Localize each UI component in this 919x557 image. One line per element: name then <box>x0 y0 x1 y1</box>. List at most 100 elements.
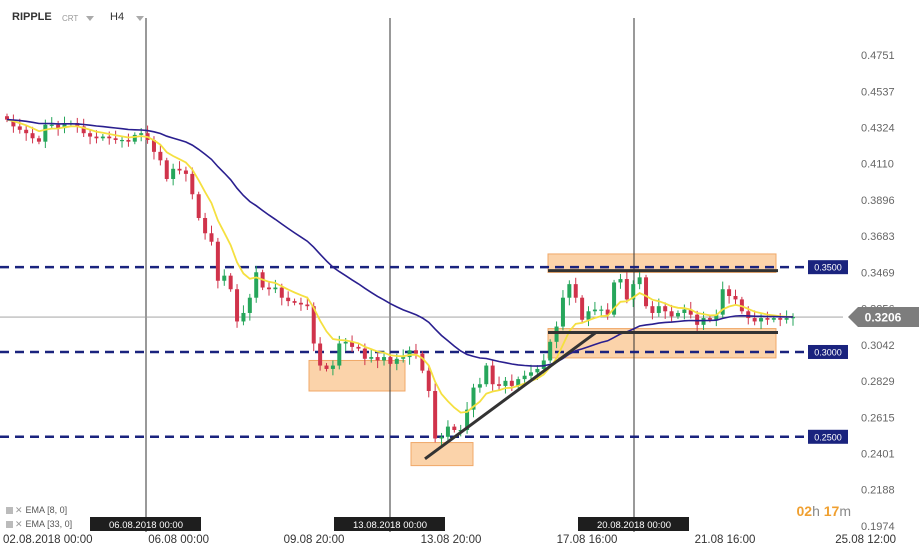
candle-body <box>356 346 361 349</box>
candle-body <box>771 318 776 320</box>
candle-body <box>471 387 476 410</box>
candle-body <box>254 272 259 298</box>
candle-body <box>190 173 195 195</box>
candle-body <box>490 365 495 385</box>
timeframe[interactable]: H4 <box>110 11 125 23</box>
date-tag-bg <box>90 517 201 531</box>
x-tick-label: 06.08 00:00 <box>148 534 209 546</box>
candle-body <box>151 139 156 152</box>
candle-body <box>75 123 80 127</box>
candle-body <box>541 360 546 369</box>
candle-body <box>682 309 687 313</box>
chevron-down-icon[interactable] <box>86 16 94 21</box>
candle-body <box>350 341 355 347</box>
candle-body <box>592 309 597 312</box>
candle-body <box>292 301 297 303</box>
candle-body <box>484 365 489 385</box>
candle-body <box>624 279 629 300</box>
candle-body <box>388 357 393 364</box>
candle-body <box>720 289 725 315</box>
y-tick-label: 0.2188 <box>861 485 895 497</box>
candle-body <box>503 380 508 386</box>
candle-body <box>369 357 374 359</box>
y-tick-label: 0.3896 <box>861 195 895 207</box>
candle-body <box>158 151 163 161</box>
candle-body <box>43 124 48 142</box>
current-price-tag <box>848 307 919 328</box>
candle-body <box>714 314 719 320</box>
y-tick-label: 0.3469 <box>861 267 895 279</box>
candle-body <box>164 160 169 179</box>
candle-body <box>343 341 348 344</box>
candle-body <box>235 289 240 322</box>
chart-type[interactable]: CRT <box>62 14 79 23</box>
legend-ema-slow[interactable]: ✕ EMA [33, 0] <box>6 519 72 530</box>
candle-body <box>733 296 738 300</box>
candle-body <box>177 168 182 171</box>
y-tick-label: 0.3683 <box>861 231 895 243</box>
candle-body <box>120 139 125 142</box>
candle-body <box>535 368 540 373</box>
candle-body <box>5 116 9 120</box>
candle-body <box>273 287 278 290</box>
y-tick-label: 0.2829 <box>861 376 895 388</box>
close-icon[interactable]: ✕ <box>15 505 23 515</box>
candle-body <box>675 312 680 317</box>
candle-body <box>637 277 642 285</box>
candle-body <box>94 136 99 139</box>
candle-body <box>241 312 246 322</box>
candle-body <box>497 384 502 386</box>
eye-icon[interactable] <box>6 507 13 514</box>
y-tick-label: 0.4751 <box>861 50 895 62</box>
candle-body <box>324 365 329 369</box>
date-tag-bg <box>578 517 689 531</box>
candle-body <box>183 170 188 174</box>
candle-body <box>247 297 252 313</box>
candle-body <box>107 136 112 139</box>
legend-ema-fast[interactable]: ✕ EMA [8, 0] <box>6 505 67 516</box>
candle-body <box>413 350 418 354</box>
y-tick-label: 0.2615 <box>861 412 895 424</box>
y-tick-label: 0.2401 <box>861 449 895 461</box>
current-price-label: 0.3206 <box>865 311 902 325</box>
candle-body <box>560 297 565 327</box>
candle-body <box>548 341 553 361</box>
candle-body <box>49 124 54 126</box>
candle-body <box>618 279 623 283</box>
y-tick-label: 0.4324 <box>861 122 895 134</box>
candle-body <box>669 311 674 317</box>
chevron-down-icon[interactable] <box>136 16 144 21</box>
candle-body <box>318 343 323 366</box>
candle-body <box>752 318 757 322</box>
date-tag-label: 20.08.2018 00:00 <box>597 520 671 531</box>
candle-body <box>113 138 118 140</box>
ema-slow-line <box>6 118 793 367</box>
x-tick-label: 25.08 12:00 <box>835 534 896 546</box>
candle-body <box>171 168 176 179</box>
candle-body <box>132 134 137 142</box>
close-icon[interactable]: ✕ <box>15 519 23 529</box>
candle-body <box>311 306 316 344</box>
candle-body <box>305 304 310 307</box>
candle-body <box>36 138 41 142</box>
candle-body <box>81 126 86 134</box>
level-label-bg <box>808 429 848 444</box>
candle-body <box>394 358 399 364</box>
candle-body <box>139 133 144 135</box>
date-tag-label: 06.08.2018 00:00 <box>109 520 183 531</box>
candle-body <box>286 297 291 302</box>
y-tick-label: 0.4110 <box>861 159 894 171</box>
candle-body <box>739 299 744 312</box>
eye-icon[interactable] <box>6 521 13 528</box>
candle-body <box>222 275 227 281</box>
candle-body <box>215 241 220 281</box>
candle-body <box>267 287 271 290</box>
candle-body <box>88 133 93 137</box>
candle-body <box>784 318 789 320</box>
candle-body <box>707 318 712 320</box>
candle-body <box>337 343 342 366</box>
candle-timer: 02h 17m <box>796 503 851 519</box>
candle-body <box>11 119 16 127</box>
candle-body <box>407 350 412 358</box>
